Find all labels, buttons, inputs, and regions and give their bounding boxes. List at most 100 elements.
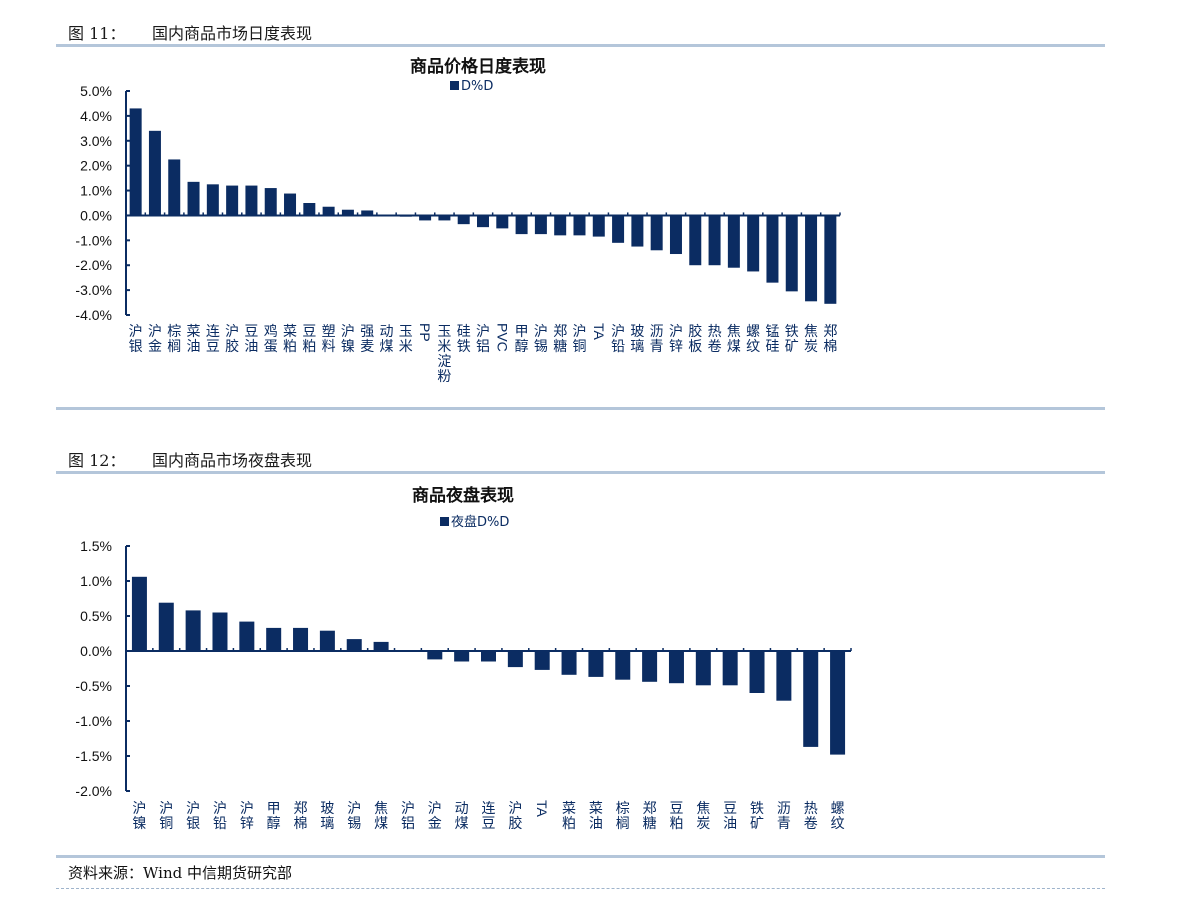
x-tick-label: 热卷 [804,801,818,832]
x-tick-label: 连豆 [206,324,220,355]
x-tick-label: 沪铅 [611,324,625,355]
divider [56,44,1105,47]
x-tick-label: 豆粕 [669,801,683,832]
bar [438,215,451,221]
x-tick-label: 沪胶 [508,801,522,832]
y-tick-label: 1.0% [80,183,112,199]
y-tick-label: 1.0% [80,573,112,589]
bar [303,203,316,216]
bar [129,108,142,216]
x-tick-label: 豆粕 [302,324,316,355]
legend-swatch [440,517,449,526]
figure-11-heading: 图 11： 国内商品市场日度表现 [68,20,312,44]
bar [534,651,550,670]
bar [481,651,496,662]
bar [612,215,625,243]
x-tick-label: 沪胶 [225,324,239,355]
x-tick-label: 甲醇 [515,324,529,355]
figure-12-heading: 图 12： 国内商品市场夜盘表现 [68,447,312,471]
x-tick-label: 铁矿 [750,801,764,832]
bar [457,215,470,225]
bar [824,215,837,304]
x-tick-label: 热卷 [708,324,722,355]
bar [158,602,174,651]
bar [284,193,297,216]
x-tick-label: 棕榈 [616,801,630,832]
chart-title: 商品价格日度表现 [410,57,546,77]
y-tick-label: 3.0% [80,133,112,149]
chart-legend: 夜盘D%D [440,511,509,530]
x-tick-label: 豆油 [244,324,258,355]
bar [805,215,818,302]
y-tick-label: 4.0% [80,108,112,124]
bar [226,185,239,216]
y-tick-label: 5.0% [80,83,112,99]
x-tick-label: 郑棉 [823,324,837,355]
x-tick-label: 玉米淀粉 [437,324,451,385]
x-tick-label: 强麦 [360,324,374,355]
y-tick-label: -2.0% [75,257,112,273]
x-tick-label: 菜粕 [562,801,576,832]
x-tick-label: PP [417,323,433,342]
divider [56,855,1105,858]
y-tick-label: -3.0% [75,282,112,298]
bar [554,215,567,236]
x-tick-label: 硅铁 [457,324,471,355]
bar [668,651,684,684]
bar [747,215,760,272]
x-tick-label: 锰硅 [765,324,779,355]
bar [695,651,711,686]
bar [592,215,605,237]
y-tick-label: 1.5% [80,538,112,554]
y-tick-label: -1.0% [75,232,112,248]
x-tick-label: 沪铅 [213,801,227,832]
x-tick-label: 玉米 [399,324,413,355]
bar [131,576,147,651]
figure-caption: 国内商品市场日度表现 [152,24,313,43]
x-tick-label: 郑糖 [643,801,657,832]
x-tick-label: 动煤 [380,324,394,355]
x-tick-label: 螺纹 [746,324,760,355]
x-tick-label: 沪锡 [534,324,548,355]
bar [830,651,846,755]
y-tick-label: -4.0% [75,307,112,323]
bar [361,210,374,216]
bar [615,651,631,680]
x-tick-label: 沪铜 [159,801,173,832]
x-tick-label: 沪锡 [347,801,361,832]
x-tick-label: 沪铝 [476,324,490,355]
bar [319,630,335,651]
x-tick-label: 菜粕 [283,324,297,355]
x-tick-label: 沪镍 [132,801,146,832]
x-tick-label: 沥青 [650,324,664,355]
bar [148,130,161,216]
x-tick-label: 沪铝 [401,801,415,832]
bar [727,215,740,268]
y-tick-label: 0.0% [80,207,112,223]
bar [561,651,577,675]
x-tick-label: 沪锌 [240,801,254,832]
source-note: 资料来源：Wind 中信期货研究部 [68,864,292,882]
dashed-divider [56,888,1105,889]
x-tick-label: 菜油 [589,801,603,832]
bar [631,215,644,247]
legend-swatch [450,81,459,90]
y-tick-label: 0.0% [80,643,112,659]
bar [785,215,798,292]
bar [212,612,228,651]
bar [419,215,432,221]
x-tick-label: 沪银 [129,324,143,355]
bar [477,215,489,228]
y-tick-label: -1.5% [75,748,112,764]
x-tick-label: 焦煤 [727,324,741,355]
x-tick-label: 郑糖 [553,324,567,355]
chart-legend: D%D [450,79,493,94]
y-tick-label: -1.0% [75,713,112,729]
y-tick-label: -2.0% [75,783,112,799]
bar [776,651,792,701]
bar [245,185,258,216]
legend-label: 夜盘D%D [451,515,510,530]
x-tick-label: 沪镍 [341,324,355,355]
bar [496,215,509,229]
